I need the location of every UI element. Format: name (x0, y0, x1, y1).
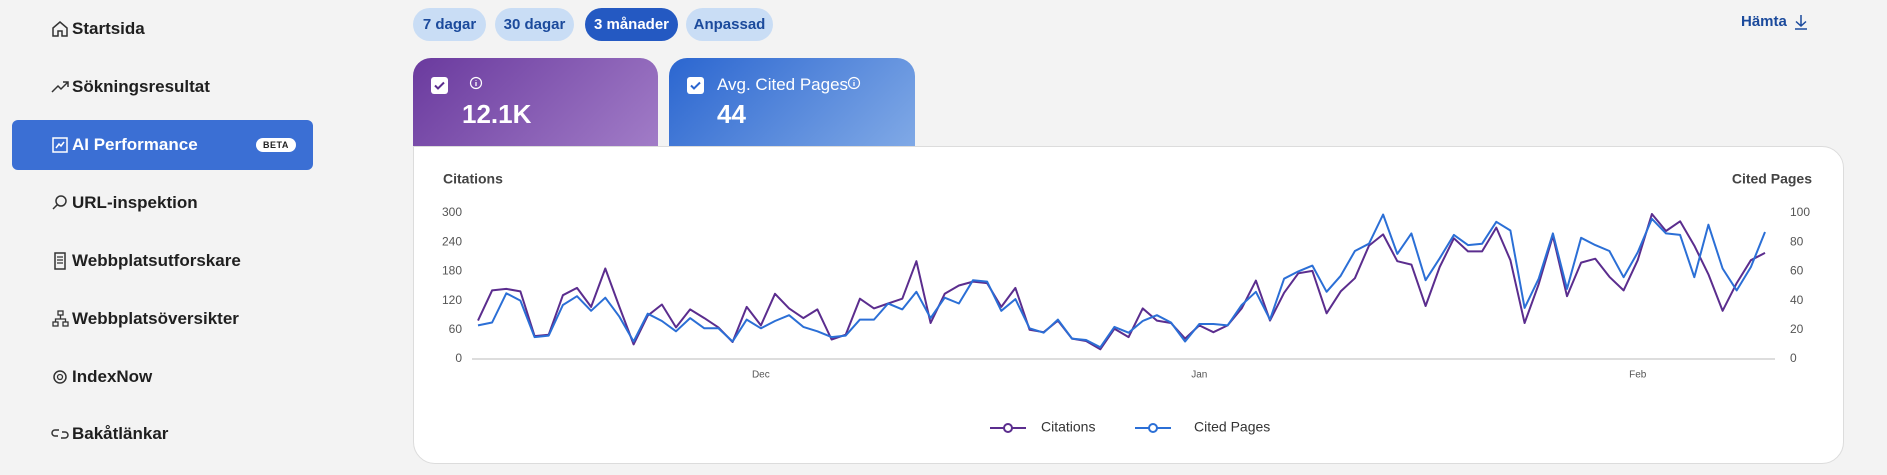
y2-tick-label: 40 (1790, 293, 1804, 307)
download-label: Hämta (1741, 13, 1787, 30)
y2-tick-label: 60 (1790, 264, 1804, 278)
icon (52, 21, 68, 37)
x-tick-label: Feb (1629, 370, 1647, 381)
y-tick-label: 120 (442, 293, 462, 307)
nav-label: Startsida (72, 19, 145, 38)
filter-button[interactable]: 7 dagar (413, 8, 486, 41)
icon (53, 370, 67, 384)
series-line (477, 213, 1766, 349)
icon (52, 310, 69, 327)
metric-card[interactable]: Avg. Cited Pages 44 (669, 58, 915, 146)
legend-label: Cited Pages (1194, 419, 1270, 435)
chart-panel (413, 146, 1844, 464)
metric-value: 44 (717, 99, 746, 129)
nav-item[interactable]: IndexNow (12, 352, 313, 402)
y2-tick-label: 100 (1790, 205, 1810, 219)
nav-label: Webbplatsöversikter (72, 309, 239, 328)
metric-card[interactable]: 12.1K (413, 58, 658, 146)
nav-label: Webbplatsutforskare (72, 251, 241, 270)
nav-item[interactable]: Webbplatsöversikter (12, 294, 313, 344)
nav-item[interactable]: Bakåtlänkar (12, 409, 313, 459)
nav-label: Bakåtlänkar (72, 424, 169, 443)
y-tick-label: 240 (442, 234, 462, 248)
icon (52, 137, 68, 153)
info-icon (847, 76, 861, 90)
legend-marker-dot (1003, 423, 1013, 433)
nav-item[interactable]: Webbplatsutforskare (12, 236, 313, 286)
icon (52, 195, 67, 210)
y-tick-label: 180 (442, 264, 462, 278)
nav-item[interactable]: URL-inspektion (12, 178, 313, 228)
icon (54, 252, 66, 270)
icon (51, 429, 69, 439)
legend-marker-dot (1148, 423, 1158, 433)
y2-tick-label: 80 (1790, 234, 1804, 248)
icon (51, 81, 69, 93)
y-tick-label: 0 (455, 351, 462, 365)
info-icon (469, 76, 483, 90)
metric-value: 12.1K (462, 99, 532, 129)
checkbox[interactable] (687, 77, 704, 94)
nav-item[interactable]: AI Performance BETA (12, 120, 313, 170)
y2-tick-label: 20 (1790, 322, 1804, 336)
beta-badge: BETA (256, 138, 296, 152)
metric-label: Avg. Cited Pages (717, 75, 849, 94)
y-tick-label: 60 (449, 322, 463, 336)
y-tick-label: 300 (442, 205, 462, 219)
download-icon (1795, 15, 1807, 30)
nav-label: Sökningsresultat (72, 77, 210, 96)
legend-label: Citations (1041, 419, 1095, 435)
checkbox[interactable] (431, 77, 448, 94)
filter-button[interactable]: 30 dagar (495, 8, 574, 41)
download-button[interactable]: Hämta (1741, 13, 1807, 30)
y2-axis-title: Cited Pages (1732, 171, 1812, 187)
nav-label: URL-inspektion (72, 193, 198, 212)
x-tick-label: Jan (1191, 370, 1207, 381)
nav-label: IndexNow (72, 367, 153, 386)
nav-item[interactable]: Startsida (12, 4, 313, 54)
y-axis-title: Citations (443, 171, 503, 187)
nav-label: AI Performance (72, 135, 198, 154)
y2-tick-label: 0 (1790, 351, 1797, 365)
nav-item[interactable]: Sökningsresultat (12, 62, 313, 112)
filter-button[interactable]: 3 månader (585, 8, 678, 41)
x-tick-label: Dec (752, 370, 770, 381)
filter-button[interactable]: Anpassad (686, 8, 773, 41)
